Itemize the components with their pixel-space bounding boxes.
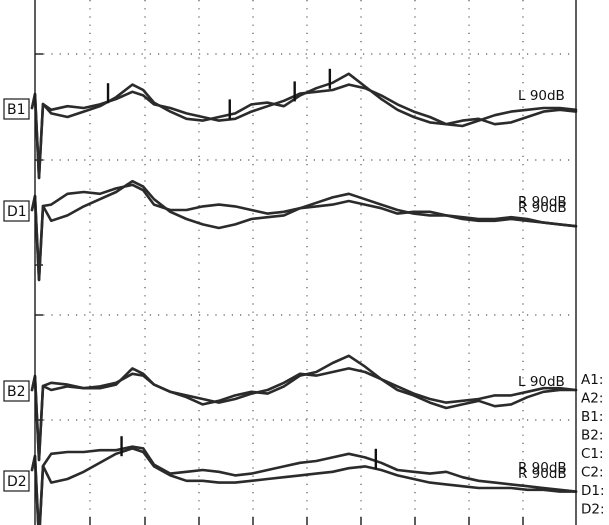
peak-markers: [106, 68, 378, 469]
panel-label-d2: D2: [7, 474, 27, 490]
panel-label-box-d1: [3, 200, 30, 222]
trace-d2-1: [30, 445, 578, 525]
channel-legend-item: D2:: [581, 502, 605, 518]
panel-label-b2: B2: [7, 384, 26, 400]
channel-legend-item: C2:: [581, 465, 604, 481]
panel-label-box-b2: [3, 380, 30, 402]
stimulus-label-d2-2: R 90dB: [518, 466, 567, 482]
stimulus-label-d2-1: R 90dB: [518, 460, 567, 476]
trace-b1-2: [30, 83, 578, 180]
stimulus-label-b2-1: L 90dB: [518, 374, 565, 390]
panel-label-b1: B1: [7, 102, 26, 118]
plot-frame: [34, 0, 577, 525]
trace-d1-2: [30, 179, 578, 282]
waveform-traces: [30, 72, 578, 525]
panel-label-box-b1: [3, 98, 30, 120]
channel-legend-item: B2:: [581, 428, 603, 444]
stimulus-label-d1-2: R 90dB: [518, 200, 567, 216]
panel-labels: B1 D1 B2 D2: [3, 98, 30, 492]
grid: [35, 0, 576, 525]
channel-legend-item: A2:: [581, 391, 603, 407]
trace-d2-2: [30, 447, 578, 525]
stimulus-label-b1-1: L 90dB: [518, 88, 565, 104]
stimulus-label-d1-1: R 90dB: [518, 194, 567, 210]
panel-label-d1: D1: [7, 204, 27, 220]
trace-b2-1: [30, 354, 578, 462]
panel-label-box-d2: [3, 470, 30, 492]
channel-legend-item: D1:: [581, 483, 605, 499]
trace-b2-2: [30, 367, 578, 462]
trace-d1-1: [30, 183, 578, 282]
channel-legend-item: B1:: [581, 409, 603, 425]
trace-b1-1: [30, 72, 578, 180]
channel-legend-item: C1:: [581, 446, 604, 462]
channel-legend: A1: A2: B1: B2: C1: C2: D1: D2:: [581, 372, 605, 518]
channel-legend-item: A1:: [581, 372, 603, 388]
